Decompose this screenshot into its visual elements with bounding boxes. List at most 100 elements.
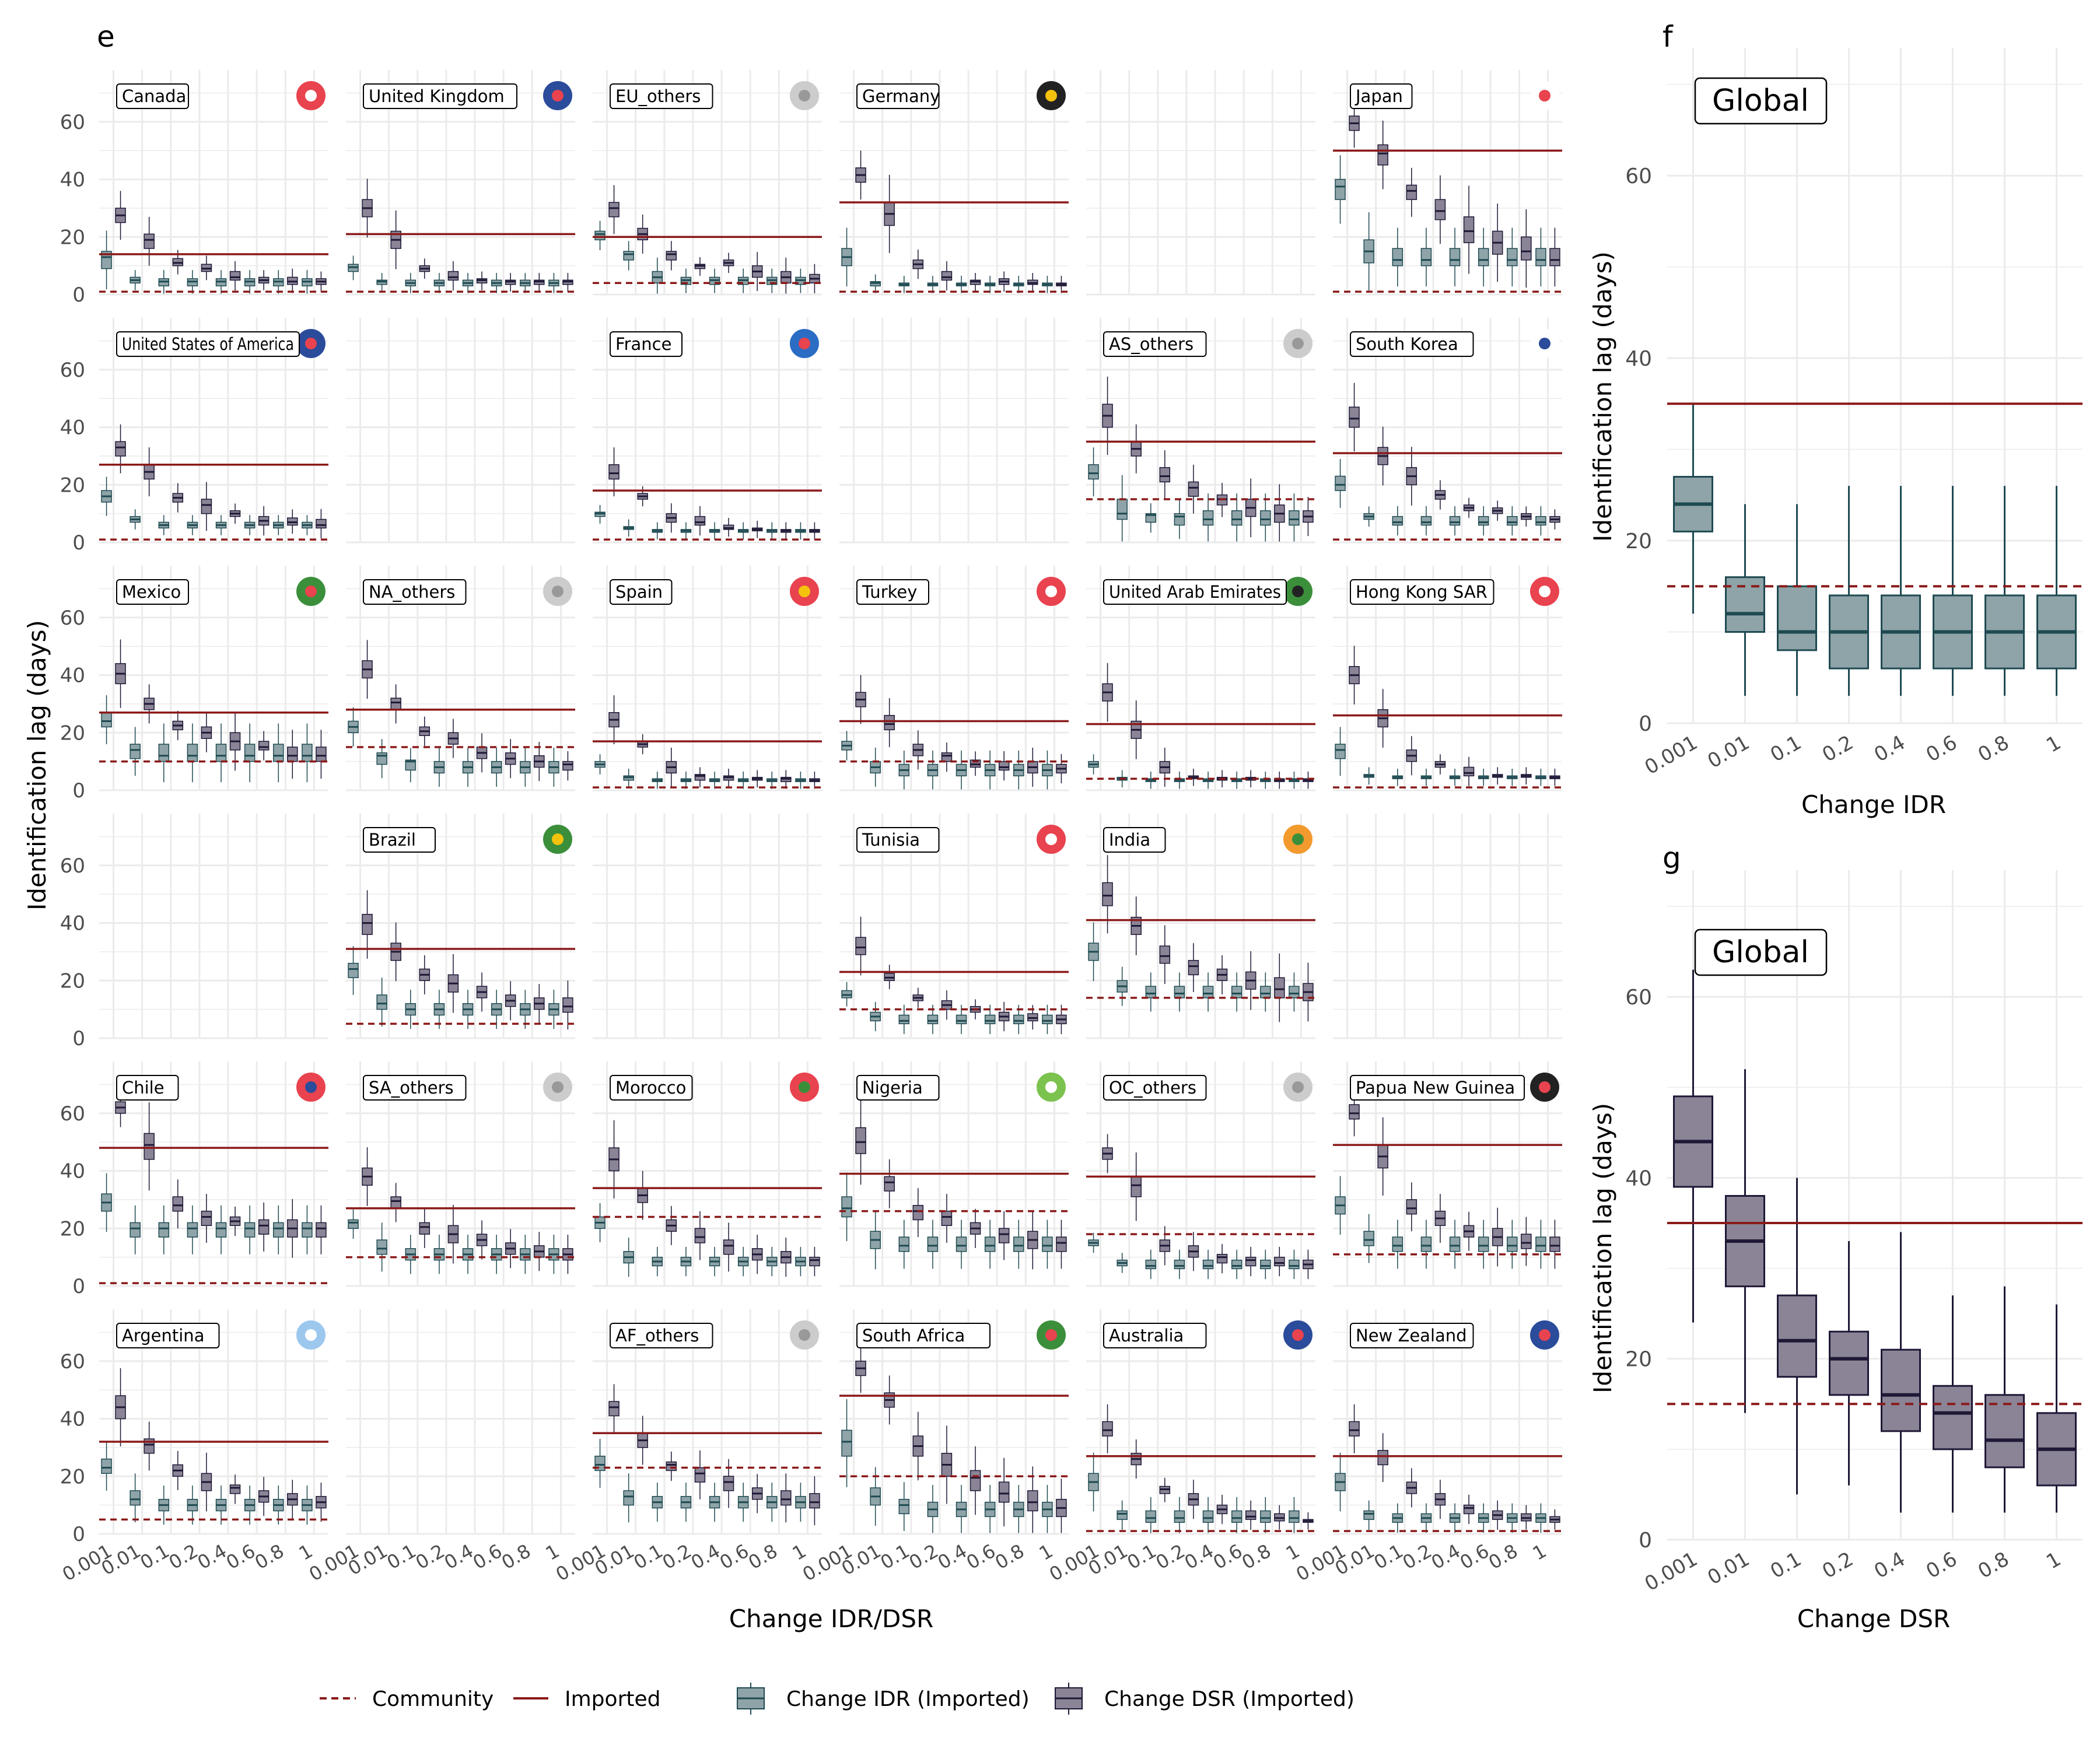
dsr-box bbox=[258, 741, 270, 751]
flag-icon-center bbox=[305, 90, 317, 101]
dsr-box bbox=[229, 1484, 241, 1494]
facet-brazil: Brazil bbox=[346, 825, 575, 1030]
box bbox=[1829, 1330, 1869, 1396]
country-label: South Korea bbox=[1356, 334, 1458, 354]
idr-box bbox=[1335, 178, 1346, 200]
country-label-box bbox=[363, 83, 517, 109]
country-label-box bbox=[1350, 331, 1474, 357]
idr-box bbox=[1478, 516, 1489, 526]
facet-nigeria: Nigeria bbox=[839, 1073, 1069, 1270]
dsr-box bbox=[316, 747, 327, 762]
country-label: New Zealand bbox=[1356, 1326, 1467, 1345]
y-tick-label: 20 bbox=[60, 226, 85, 249]
dsr-box bbox=[1102, 882, 1113, 906]
idr-box bbox=[244, 744, 256, 762]
dsr-box bbox=[1216, 1253, 1228, 1264]
dsr-box bbox=[1463, 766, 1475, 777]
country-label: South Africa bbox=[862, 1326, 965, 1345]
idr-box bbox=[1478, 1236, 1489, 1252]
panel-f-global-label-box bbox=[1694, 77, 1828, 125]
country-label: Australia bbox=[1109, 1326, 1184, 1345]
dsr-box bbox=[1349, 407, 1360, 428]
dsr-box bbox=[1521, 236, 1532, 261]
country-label: EU_others bbox=[615, 86, 701, 106]
y-tick-label: 20 bbox=[1625, 530, 1652, 553]
idr-box bbox=[1392, 1236, 1404, 1252]
flag-icon-center bbox=[1539, 338, 1550, 349]
flag-icon-center bbox=[799, 586, 810, 597]
y-tick-label: 0 bbox=[72, 1275, 85, 1298]
y-tick-label: 40 bbox=[1625, 1166, 1652, 1190]
idr-box bbox=[1145, 986, 1157, 998]
dsr-box bbox=[912, 1205, 924, 1221]
idr-box bbox=[1449, 1236, 1461, 1252]
facet-chile: Chile bbox=[99, 1073, 328, 1284]
y-tick-label: 20 bbox=[60, 721, 85, 745]
idr-box bbox=[1335, 475, 1346, 491]
y-tick-label: 20 bbox=[60, 474, 85, 497]
idr-box bbox=[1174, 1510, 1185, 1523]
dsr-box bbox=[287, 747, 298, 762]
facet-canada: Canada bbox=[99, 81, 328, 294]
idr-box bbox=[376, 752, 387, 765]
idr-box bbox=[1231, 986, 1242, 998]
flag-icon-center bbox=[1292, 1081, 1304, 1093]
dsr-box bbox=[447, 271, 459, 281]
idr-box bbox=[1202, 1510, 1214, 1523]
idr-box bbox=[1507, 248, 1518, 267]
facet-australia: Australia bbox=[1086, 1320, 1315, 1533]
idr-box bbox=[158, 1222, 170, 1238]
facet-new-zealand: New Zealand bbox=[1333, 1320, 1562, 1533]
y-tick-label: 60 bbox=[60, 607, 85, 630]
idr-box bbox=[1392, 248, 1404, 267]
dsr-box bbox=[855, 1127, 866, 1154]
country-label-box bbox=[1103, 1075, 1207, 1101]
flag-icon-center bbox=[799, 338, 810, 349]
flag-icon-center bbox=[1292, 338, 1304, 349]
dsr-box bbox=[562, 761, 573, 771]
y-tick-label: 0 bbox=[72, 531, 85, 555]
facet-sa-others: SA_others bbox=[346, 1073, 575, 1274]
country-label-box bbox=[1103, 1323, 1207, 1348]
y-tick-label: 40 bbox=[60, 912, 85, 935]
flag-icon-center bbox=[1539, 90, 1550, 101]
facet-oc-others: OC_others bbox=[1086, 1073, 1315, 1280]
idr-box bbox=[1420, 516, 1432, 526]
dsr-box bbox=[941, 271, 953, 281]
idr-box bbox=[1116, 499, 1128, 520]
dsr-box bbox=[694, 1228, 706, 1243]
dsr-box bbox=[1245, 1256, 1256, 1267]
flag-icon-center bbox=[305, 1329, 317, 1341]
facet-japan: Japan bbox=[1333, 81, 1562, 293]
country-label: United States of America bbox=[122, 334, 294, 354]
dsr-box bbox=[1406, 1199, 1418, 1215]
idr-box bbox=[927, 1236, 939, 1252]
flag-icon-center bbox=[305, 338, 317, 349]
idr-box bbox=[841, 1429, 852, 1457]
flag-icon-center bbox=[799, 1329, 810, 1341]
flag-icon-center bbox=[1292, 1329, 1304, 1341]
y-tick-label: 20 bbox=[60, 969, 85, 993]
dsr-box bbox=[998, 1481, 1010, 1503]
facet-united-arab-emirates: United Arab Emirates bbox=[1086, 577, 1315, 789]
dsr-box bbox=[172, 1196, 184, 1212]
idr-box bbox=[1535, 248, 1546, 267]
dsr-box bbox=[1188, 959, 1199, 976]
country-label-box bbox=[116, 579, 189, 605]
idr-box bbox=[1535, 1236, 1546, 1252]
country-label: United Kingdom bbox=[369, 86, 505, 106]
y-tick-label: 0 bbox=[72, 779, 85, 803]
y-tick-label: 20 bbox=[60, 1465, 85, 1488]
idr-box bbox=[376, 1239, 387, 1255]
idr-box bbox=[1013, 1014, 1024, 1025]
dsr-box bbox=[884, 714, 895, 731]
idr-box bbox=[956, 1236, 967, 1252]
dsr-box bbox=[608, 202, 620, 218]
flag-icon-center bbox=[552, 1081, 564, 1093]
country-label-box bbox=[610, 579, 673, 605]
idr-box bbox=[1449, 516, 1461, 526]
box bbox=[1985, 1394, 2025, 1469]
facet-morocco: Morocco bbox=[593, 1073, 822, 1277]
